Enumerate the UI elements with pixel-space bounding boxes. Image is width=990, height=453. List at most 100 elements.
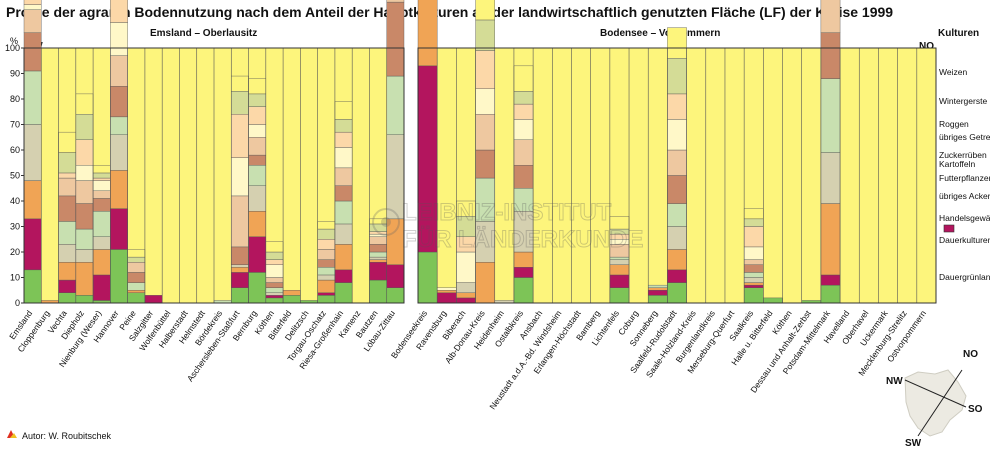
- bar-segment: [265, 292, 284, 296]
- bar-segment: [475, 19, 495, 51]
- bar-segment: [248, 272, 267, 304]
- y-tick-label: 100: [5, 43, 20, 53]
- bar-segment: [648, 290, 668, 296]
- x-axis-labels: EmslandCloppenburgVechtaDiepholzNienburg…: [7, 308, 928, 411]
- bar-segment: [75, 249, 94, 263]
- bar-segment: [334, 200, 353, 225]
- bar-segment: [334, 101, 353, 120]
- bar-segment: [513, 103, 534, 120]
- bar-segment: [58, 177, 77, 197]
- bar-segment: [23, 218, 42, 271]
- bar-segment: [231, 195, 249, 248]
- bar-segment: [317, 274, 336, 281]
- bar-segment: [417, 251, 438, 304]
- bar-segment: [282, 295, 301, 304]
- profile-frame: [417, 47, 937, 304]
- bar-segment: [231, 157, 249, 197]
- bar-segment: [23, 4, 42, 10]
- bar-segment: [248, 236, 267, 273]
- bar-segment: [369, 262, 387, 281]
- legend-label: Dauerkulturen: [939, 235, 990, 245]
- bar-segment: [317, 221, 336, 230]
- bar-segment: [248, 93, 267, 107]
- bar-segment: [743, 218, 764, 227]
- bar-segment: [92, 190, 111, 199]
- bar-segment: [248, 106, 267, 125]
- y-tick-label: 10: [10, 273, 20, 283]
- bar-segment: [667, 269, 687, 283]
- bar-segment: [820, 152, 841, 204]
- bar-segment: [75, 180, 94, 204]
- bar-segment: [248, 185, 267, 212]
- compass-profile-line-2: [904, 379, 967, 408]
- left-profile-bars: [23, 0, 405, 304]
- bar-segment: [92, 210, 111, 237]
- bar-segment: [436, 290, 457, 293]
- bar-segment: [820, 203, 841, 276]
- bar-segment: [456, 251, 476, 283]
- bar-segment: [513, 251, 534, 268]
- legend-swatch-dauerkulturen: [943, 224, 955, 233]
- bar-segment: [92, 180, 111, 192]
- y-tick-label: 50: [10, 171, 20, 181]
- bar-segment: [648, 284, 668, 288]
- bar-segment: [75, 262, 94, 296]
- bar-segment: [667, 27, 687, 59]
- bar-segment: [23, 269, 42, 304]
- bar-segment: [417, 0, 438, 67]
- bar-segment: [110, 170, 128, 209]
- bar-segment: [248, 165, 267, 186]
- bar-segment: [231, 75, 249, 92]
- bar-segment: [609, 274, 630, 288]
- bar-segment: [282, 290, 301, 296]
- compass-profile-line: [917, 369, 963, 437]
- legend-label: Kartoffeln: [939, 159, 976, 169]
- bar-segment: [75, 203, 94, 230]
- bar-segment: [110, 208, 128, 250]
- bar-segment: [265, 259, 284, 265]
- bar-segment: [231, 91, 249, 115]
- legend-label: Zuckerrüben: [939, 150, 987, 160]
- bar-segment: [513, 267, 534, 278]
- legend-label: übriges Ackerland: [939, 191, 990, 201]
- bar-segment: [23, 9, 42, 33]
- bar-segment: [456, 282, 476, 294]
- bar-segment: [386, 0, 405, 3]
- y-tick-label: 70: [10, 120, 20, 130]
- bar-segment: [92, 177, 111, 181]
- bar-segment: [58, 152, 77, 174]
- chart-title: Profile der agraren Bodennutzung nach de…: [6, 4, 894, 20]
- bar-segment: [92, 236, 111, 250]
- bar-segment: [265, 297, 284, 304]
- legend-label: Roggen: [939, 119, 969, 129]
- bar-segment: [475, 114, 495, 151]
- bar-segment: [110, 134, 128, 171]
- bar-segment: [513, 91, 534, 105]
- bar-segment: [667, 249, 687, 271]
- bar-segment: [75, 295, 94, 304]
- bar-segment: [231, 114, 249, 158]
- bar-segment: [75, 228, 94, 250]
- compass-nw: NW: [886, 376, 903, 387]
- bar-segment: [23, 0, 42, 5]
- bar-segment: [456, 297, 476, 304]
- bar-segment: [334, 167, 353, 186]
- bar-segment: [127, 262, 146, 273]
- bar-segment: [609, 256, 630, 260]
- bar-segment: [369, 244, 387, 253]
- y-tick-label: 80: [10, 94, 20, 104]
- bar-segment: [513, 165, 534, 189]
- bar-segment: [386, 287, 405, 304]
- bar-segment: [265, 264, 284, 278]
- bar-segment: [58, 279, 77, 293]
- bar-segment: [75, 114, 94, 141]
- bar-segment: [58, 131, 77, 153]
- legend-label: Dauergrünland: [939, 272, 990, 282]
- bar-segment: [317, 228, 336, 240]
- legend-label: Wintergerste: [939, 96, 987, 106]
- y-tick-label: 40: [10, 196, 20, 206]
- bar-segment: [75, 93, 94, 115]
- bar-segment: [265, 282, 284, 288]
- compass-no: NO: [963, 349, 978, 360]
- bar-segment: [513, 119, 534, 141]
